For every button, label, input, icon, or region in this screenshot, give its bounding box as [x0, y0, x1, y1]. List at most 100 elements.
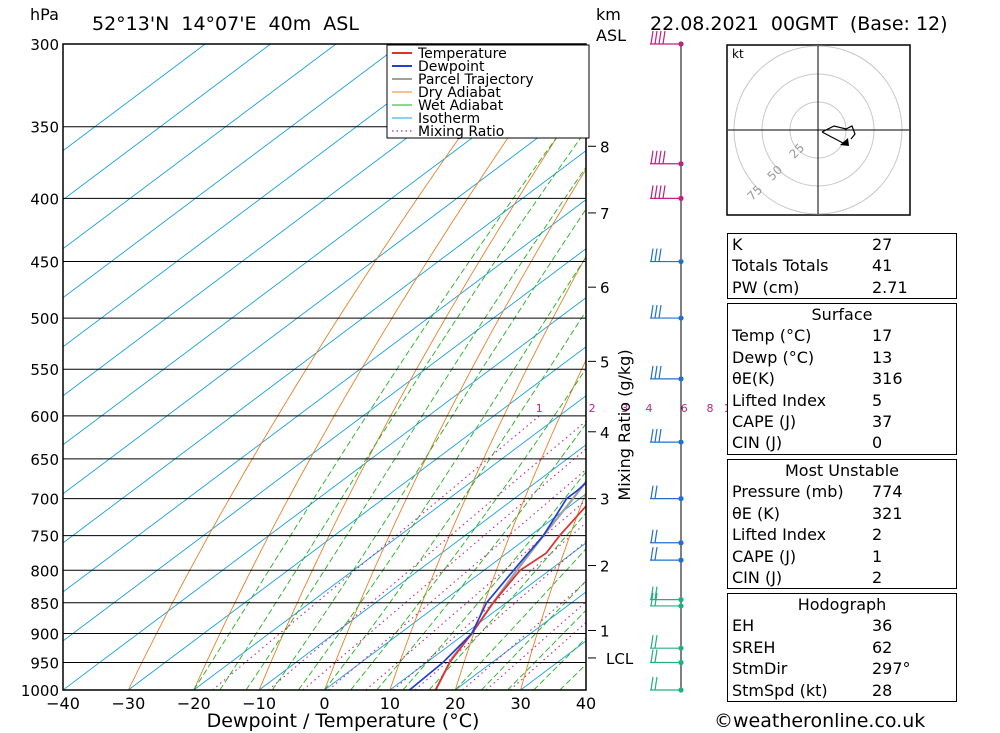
- dry-adiabat-line: [258, 92, 586, 690]
- mixing-ratio-label: 2: [589, 402, 596, 415]
- wind-barb: [650, 150, 684, 167]
- dry-adiabat-line: [520, 490, 586, 690]
- height-tick-label: 1: [600, 622, 610, 640]
- mixing-ratio-line: [485, 600, 586, 690]
- temperature-tick-label: −20: [177, 694, 211, 713]
- hodograph-trace: [821, 125, 856, 140]
- hpa-label: hPa: [30, 5, 59, 24]
- temperature-tick-labels: −40 −30 −20 −10 0 10 20 30 40: [46, 694, 596, 713]
- isotherm-line: [63, 150, 586, 544]
- isotherm-line: [63, 297, 586, 690]
- pressure-tick-label: 300: [30, 36, 59, 54]
- copyright-footer[interactable]: ©weatheronline.co.uk: [714, 710, 926, 732]
- wet-adiabat-line: [376, 422, 586, 690]
- legend-temperature: Temperature: [417, 46, 507, 62]
- x-axis-label: Dewpoint / Temperature (°C): [207, 710, 480, 732]
- mixing-ratio-label: 6: [681, 402, 688, 415]
- storm-motion-vector: [821, 131, 844, 144]
- isotherm-line: [63, 44, 467, 348]
- pressure-tick-label: 350: [30, 119, 59, 137]
- isotherm-line: [63, 44, 533, 397]
- height-tick-label: 5: [600, 353, 610, 371]
- indices-table: K 27 Totals Totals 41 PW (cm) 2.71: [727, 233, 957, 300]
- pressure-tick-label: 600: [30, 408, 59, 426]
- wet-adiabat-line: [271, 208, 586, 690]
- legend-dewpoint: Dewpoint: [418, 59, 485, 75]
- legend-isotherm: Isotherm: [418, 111, 480, 127]
- wind-barbs: [650, 30, 684, 693]
- index-row-pw: PW (cm) 2.71: [732, 277, 908, 297]
- mixing-ratio-label: 4: [646, 402, 653, 415]
- temperature-tick-label: 0: [319, 694, 329, 713]
- isotherm-line: [63, 44, 271, 201]
- storm-motion-arrow-icon: [840, 138, 849, 146]
- pressure-tick-label: 550: [30, 361, 59, 379]
- most-unstable-table: Most Unstable Pressure (mb) 774 θE (K) 321…: [727, 459, 957, 590]
- hodograph: kt 25 50 75: [726, 44, 911, 216]
- legend-mixing-ratio: Mixing Ratio: [418, 124, 504, 140]
- series-temperature: [434, 504, 586, 690]
- mixing-ratio-line: [268, 420, 586, 690]
- isotherm-line: [63, 44, 402, 299]
- pressure-tick-label: 700: [30, 491, 59, 509]
- wet-adiabat-line: [324, 310, 586, 690]
- legend-wet-adiabat: Wet Adiabat: [418, 98, 504, 114]
- km-label: km: [596, 5, 621, 24]
- wind-barb: [650, 529, 684, 546]
- height-tick-label: 7: [600, 205, 610, 223]
- isotherm-line: [128, 346, 586, 690]
- temperature-tick-label: −10: [242, 694, 276, 713]
- wind-barb: [650, 485, 684, 502]
- profiles: [408, 479, 586, 690]
- legend: Temperature Dewpoint Parcel Trajectory D…: [386, 44, 590, 140]
- pressure-tick-label: 750: [30, 528, 59, 546]
- plot-frame: [62, 43, 587, 691]
- wind-barb: [650, 649, 684, 666]
- pressure-tick-label: 400: [30, 190, 59, 208]
- legend-parcel: Parcel Trajectory: [418, 72, 534, 88]
- temperature-tick-label: −40: [46, 694, 80, 713]
- wind-barb: [650, 304, 684, 321]
- location-title: 52°13'N 14°07'E 40m ASL: [92, 13, 359, 35]
- wet-adiabat-line: [454, 548, 586, 690]
- height-tick-label: 8: [600, 138, 610, 156]
- height-tick-label: 2: [600, 558, 610, 576]
- pressure-tick-label: 800: [30, 562, 59, 580]
- surface-table: Surface Temp (°C) 17 Dewp (°C) 13 θE(K) 316…: [727, 303, 957, 455]
- mixing-ratio-line: [302, 448, 586, 690]
- mixing-ratio-label: 1: [536, 402, 543, 415]
- wind-barb: [650, 30, 684, 47]
- mixing-ratio-label: 3: [621, 402, 628, 415]
- mixing-ratio-line: [392, 522, 586, 690]
- pressure-tick-labels: 300 350 400 450 500 550 600 650 700 750 800 850 900 9…: [21, 36, 59, 700]
- isotherm-line: [63, 44, 337, 250]
- wind-barb: [650, 676, 684, 693]
- isotherm-line: [389, 542, 586, 690]
- temperature-tick-label: 40: [576, 694, 596, 713]
- height-tick-label: LCL: [606, 650, 634, 668]
- height-tick-label: 3: [600, 491, 610, 509]
- most-unstable-title: Most Unstable: [785, 461, 899, 480]
- wet-adiabat-line: [507, 609, 586, 690]
- pressure-tick-label: 650: [30, 451, 59, 469]
- mixing-ratio-line: [509, 621, 586, 690]
- mixing-ratio-line: [365, 499, 586, 690]
- height-tick-label: 4: [600, 424, 610, 442]
- mixing-ratio-axis-label: Mixing Ratio (g/kg): [615, 349, 634, 500]
- isotherm-line: [258, 444, 586, 690]
- temperature-tick-label: 20: [445, 694, 465, 713]
- isotherm-line: [63, 52, 586, 446]
- asl-label: ASL: [596, 26, 626, 45]
- hodograph-stats-title: Hodograph: [797, 595, 887, 614]
- surface-title: Surface: [811, 305, 873, 324]
- dry-adiabat-line: [978, 44, 1000, 690]
- hodograph-stats-table: Hodograph EH 36 SREH 62 StmDir 297° StmSpd …: [727, 593, 957, 702]
- temperature-tick-label: 30: [510, 694, 530, 713]
- pressure-tick-label: 850: [30, 595, 59, 613]
- wet-adiabat-line: [193, 96, 586, 690]
- dry-adiabat-line: [389, 255, 586, 690]
- wind-barb: [650, 365, 684, 382]
- wind-barb: [650, 586, 684, 603]
- isotherm-line: [63, 248, 586, 642]
